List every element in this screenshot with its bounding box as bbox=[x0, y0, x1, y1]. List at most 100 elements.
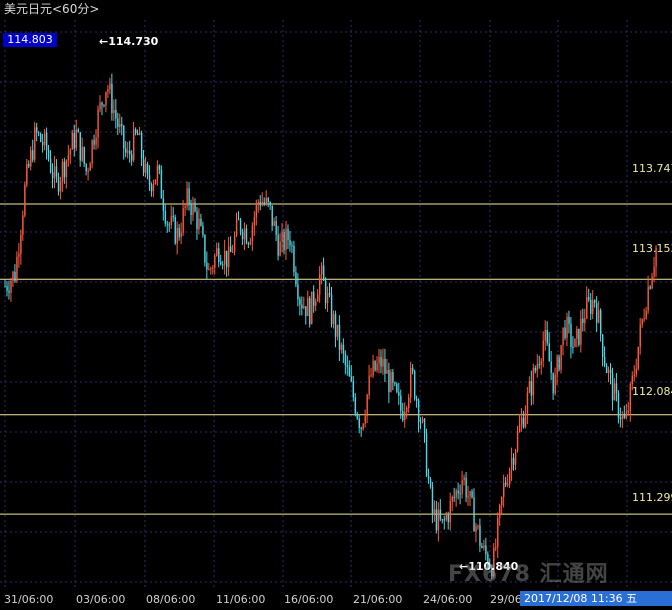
candle-body bbox=[12, 271, 14, 282]
candle-body bbox=[534, 367, 537, 371]
candle-body bbox=[10, 281, 12, 293]
candle-body bbox=[390, 372, 392, 392]
candle-body bbox=[127, 150, 129, 153]
candle-body bbox=[651, 276, 653, 289]
candle-body bbox=[162, 198, 165, 211]
x-tick-label: 11/06:00 bbox=[216, 593, 266, 606]
candle-body bbox=[125, 148, 127, 153]
candle-body bbox=[445, 515, 448, 520]
candle-body bbox=[206, 262, 208, 270]
candle-body bbox=[645, 310, 647, 319]
candle-body bbox=[93, 140, 95, 145]
candle-body bbox=[313, 291, 315, 306]
candle-body bbox=[283, 232, 285, 251]
candle-body bbox=[129, 150, 131, 155]
candle-body bbox=[615, 383, 618, 393]
candle-body bbox=[140, 132, 143, 159]
candle-body bbox=[45, 132, 48, 151]
x-tick-label: 16/06:00 bbox=[284, 593, 334, 606]
candle-body bbox=[20, 234, 22, 254]
candle-body bbox=[623, 413, 626, 418]
candle-body bbox=[299, 299, 301, 305]
candle-body bbox=[653, 266, 655, 277]
candle-body bbox=[291, 245, 293, 247]
candle-body bbox=[208, 269, 210, 271]
candle-body bbox=[180, 232, 182, 238]
candle-body bbox=[194, 202, 196, 212]
candle-body bbox=[556, 357, 558, 375]
candle-body bbox=[354, 397, 357, 414]
candle-body bbox=[435, 509, 438, 531]
candle-body bbox=[156, 165, 159, 180]
candle-body bbox=[235, 219, 238, 236]
candle-body bbox=[538, 364, 541, 366]
candle-body bbox=[358, 418, 360, 428]
candle-body bbox=[259, 202, 262, 206]
candle-body bbox=[449, 501, 452, 523]
candle-body bbox=[271, 205, 273, 226]
candle-body bbox=[360, 427, 362, 430]
candle-body bbox=[59, 181, 62, 192]
level-label: 112.084 bbox=[632, 385, 672, 398]
candle-body bbox=[224, 250, 226, 265]
candle-body bbox=[16, 256, 18, 282]
candle-body bbox=[307, 298, 309, 317]
candle-body bbox=[133, 129, 135, 161]
candle-body bbox=[554, 374, 556, 394]
candle-body bbox=[477, 525, 479, 527]
candle-body bbox=[427, 475, 430, 479]
candle-body bbox=[309, 298, 311, 325]
candle-body bbox=[332, 314, 335, 325]
candle-body bbox=[303, 306, 305, 309]
candle-body bbox=[164, 210, 167, 224]
candle-body bbox=[419, 421, 422, 423]
candle-body bbox=[564, 327, 566, 338]
candle-body bbox=[544, 329, 546, 341]
candle-body bbox=[552, 372, 554, 394]
candle-body bbox=[503, 482, 505, 497]
candle-body bbox=[639, 324, 641, 347]
candle-body bbox=[459, 493, 461, 495]
candle-body bbox=[210, 268, 212, 270]
candle-body bbox=[586, 297, 588, 319]
candle-body bbox=[101, 102, 103, 106]
candle-body bbox=[455, 490, 457, 498]
candle-body bbox=[253, 217, 256, 226]
candle-body bbox=[261, 202, 264, 206]
candle-body bbox=[301, 304, 303, 309]
candle-body bbox=[576, 328, 578, 339]
x-tick-label: 03/06:00 bbox=[76, 593, 126, 606]
candle-body bbox=[330, 294, 333, 325]
candle-body bbox=[550, 361, 552, 373]
candle-body bbox=[73, 132, 76, 149]
candle-body bbox=[465, 477, 467, 498]
candle-body bbox=[32, 150, 34, 160]
candle-body bbox=[324, 280, 327, 304]
candle-body bbox=[421, 418, 424, 422]
candle-body bbox=[166, 223, 169, 225]
candle-body bbox=[131, 154, 133, 161]
candle-body bbox=[338, 324, 341, 350]
candle-body bbox=[607, 369, 610, 373]
candle-body bbox=[350, 376, 353, 381]
candle-body bbox=[229, 246, 232, 253]
candle-body bbox=[218, 248, 220, 263]
candle-body bbox=[590, 299, 592, 314]
candle-body bbox=[346, 365, 349, 368]
candle-body bbox=[97, 109, 99, 138]
candle-body bbox=[41, 141, 44, 146]
x-tick-label: 08/06:00 bbox=[146, 593, 196, 606]
candle-body bbox=[485, 545, 487, 555]
candle-body bbox=[596, 302, 598, 323]
candle-body bbox=[410, 368, 412, 398]
candle-body bbox=[605, 365, 608, 373]
candle-body bbox=[512, 457, 515, 465]
candle-body bbox=[186, 188, 188, 207]
candle-body bbox=[79, 132, 81, 161]
candle-body bbox=[536, 364, 539, 371]
candle-body bbox=[481, 545, 483, 548]
candle-body bbox=[85, 163, 87, 172]
candle-body bbox=[524, 413, 527, 428]
